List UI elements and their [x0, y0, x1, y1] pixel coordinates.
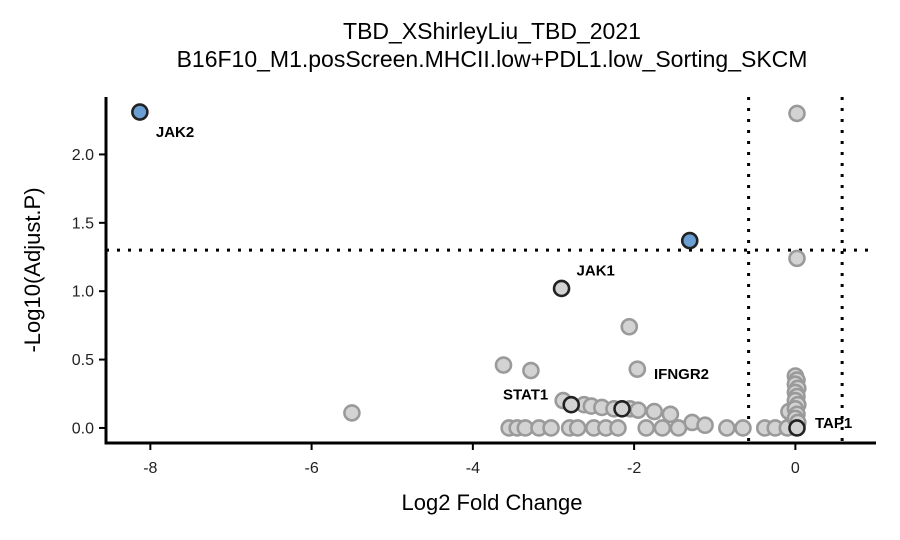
- data-point: [788, 104, 806, 123]
- x-tick-label: -4: [466, 460, 480, 477]
- gene-label-ifngr2: IFNGR2: [654, 366, 709, 383]
- data-point: [696, 416, 714, 435]
- y-tick-label: 1.5: [72, 215, 94, 232]
- data-point: [522, 361, 540, 380]
- y-tick-label: 1.0: [72, 284, 94, 301]
- data-point-tap1: [788, 419, 806, 437]
- data-point-jak2: [131, 103, 149, 121]
- axes: -8 -6 -4 -2 0 0.0 0.5 1.0 1.5 2.0: [72, 97, 876, 477]
- data-point: [653, 419, 672, 437]
- data-point: [628, 360, 647, 378]
- data-point: [637, 419, 656, 437]
- data-point-stat1: [562, 395, 581, 414]
- data-point-jak1: [552, 279, 571, 298]
- x-tick-label: 0: [791, 460, 800, 477]
- data-points: [131, 103, 807, 437]
- y-tick-label: 2.0: [72, 147, 94, 164]
- y-axis-title: -Log10(Adjust.P): [20, 187, 45, 352]
- data-point: [609, 419, 627, 437]
- chart-title: TBD_XShirleyLiu_TBD_2021: [343, 18, 641, 44]
- gene-labels: JAK2 JAK1 STAT1 IFNGR2 TAP1: [156, 124, 852, 432]
- x-tick-label: -8: [143, 460, 157, 477]
- x-tick-label: -6: [304, 460, 318, 477]
- data-point: [788, 249, 806, 268]
- data-point: [680, 231, 699, 250]
- data-point: [718, 419, 736, 437]
- data-point: [494, 356, 513, 374]
- y-tick-label: 0.5: [72, 352, 94, 369]
- gene-label-jak2: JAK2: [156, 124, 194, 141]
- gene-label-stat1: STAT1: [503, 387, 548, 404]
- data-point-ifngr2: [613, 400, 631, 418]
- data-point: [568, 419, 587, 437]
- y-tick-label: 0.0: [72, 420, 94, 437]
- x-tick-label: -2: [627, 460, 641, 477]
- data-point: [542, 419, 560, 437]
- chart-subtitle: B16F10_M1.posScreen.MHCII.low+PDL1.low_S…: [177, 46, 808, 72]
- data-point: [629, 401, 647, 419]
- x-axis-title: Log2 Fold Change: [401, 490, 582, 515]
- data-point: [661, 405, 680, 424]
- gene-label-tap1: TAP1: [815, 415, 852, 432]
- data-point: [734, 419, 752, 437]
- gene-label-jak1: JAK1: [577, 262, 615, 279]
- data-point: [645, 402, 664, 421]
- threshold-lines: [106, 97, 876, 443]
- data-point: [620, 317, 639, 336]
- data-point: [343, 404, 361, 422]
